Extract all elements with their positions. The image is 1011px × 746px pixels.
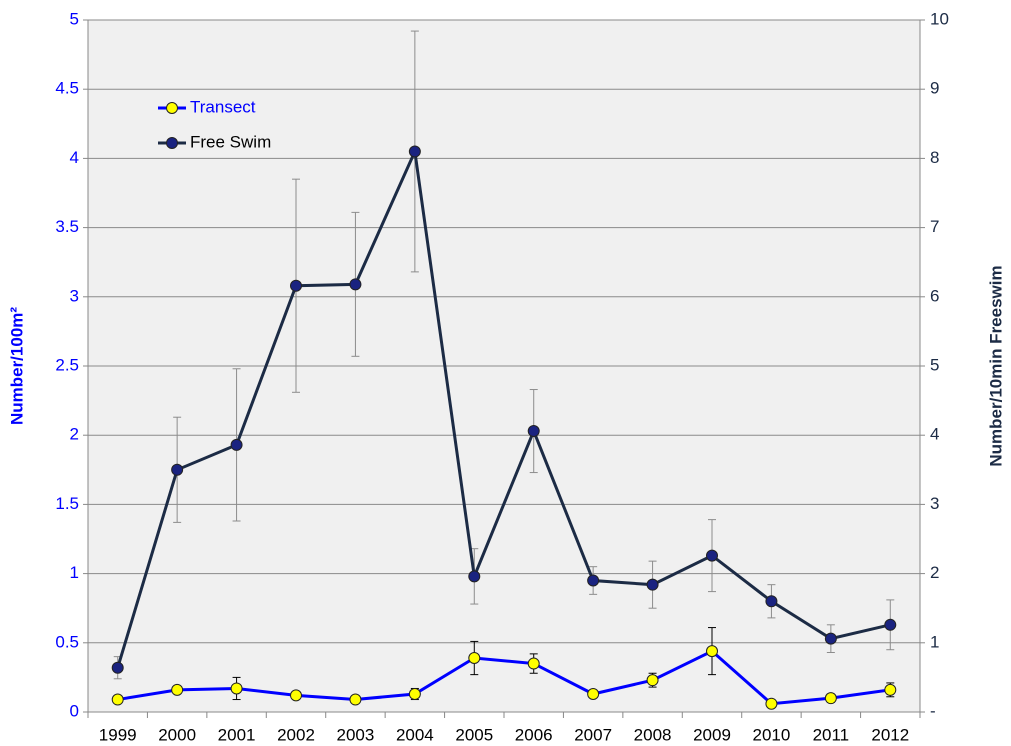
marker — [884, 618, 897, 631]
y2-axis-label: Number/10min Freeswim — [986, 265, 1005, 466]
y2-tick-label: 5 — [930, 355, 939, 374]
marker — [824, 692, 837, 705]
marker — [408, 145, 421, 158]
marker — [230, 438, 243, 451]
y-tick-label: 1.5 — [55, 494, 79, 513]
x-tick-label: 2002 — [277, 725, 315, 744]
marker — [587, 574, 600, 587]
marker — [408, 688, 421, 701]
marker — [349, 693, 362, 706]
x-tick-label: 2007 — [574, 725, 612, 744]
marker — [290, 689, 302, 702]
y-tick-label: 2 — [70, 425, 79, 444]
y2-tick-label: 6 — [930, 286, 939, 305]
y-tick-label: 0 — [70, 701, 79, 720]
marker — [765, 697, 778, 710]
y-tick-label: 3 — [70, 286, 79, 305]
marker — [290, 279, 302, 292]
marker — [111, 693, 124, 706]
y-tick-label: 1 — [70, 563, 79, 582]
y2-tick-label: 4 — [930, 425, 939, 444]
marker — [171, 683, 184, 696]
x-tick-label: 2009 — [693, 725, 731, 744]
y2-tick-label: 7 — [930, 217, 939, 236]
y-tick-label: 5 — [70, 9, 79, 28]
x-tick-label: 2010 — [753, 725, 791, 744]
x-tick-label: 2008 — [634, 725, 672, 744]
y2-tick-label: 2 — [930, 563, 939, 582]
legend-label: Free Swim — [190, 132, 271, 151]
x-tick-label: 2012 — [871, 725, 909, 744]
series-line — [117, 649, 891, 706]
marker — [706, 645, 718, 658]
x-tick-label: 2000 — [158, 725, 196, 744]
marker — [706, 549, 718, 562]
marker — [349, 278, 362, 291]
y-tick-label: 3.5 — [55, 217, 79, 236]
x-tick-label: 1999 — [99, 725, 137, 744]
marker — [230, 682, 243, 695]
marker — [527, 657, 540, 670]
y2-tick-label: - — [930, 701, 936, 720]
y2-tick-label: 3 — [930, 494, 939, 513]
marker — [468, 652, 481, 665]
marker — [824, 632, 837, 645]
marker — [468, 570, 481, 583]
x-tick-label: 2004 — [396, 725, 434, 744]
x-tick-label: 2001 — [218, 725, 256, 744]
y2-tick-label: 10 — [930, 9, 949, 28]
series-line — [116, 146, 891, 669]
y-tick-label: 2.5 — [55, 355, 79, 374]
y-tick-label: 4.5 — [55, 79, 79, 98]
legend-marker — [166, 137, 178, 149]
y-tick-label: 4 — [70, 148, 79, 167]
marker — [527, 425, 540, 438]
marker — [171, 463, 184, 476]
marker — [646, 674, 659, 687]
legend-marker — [166, 102, 178, 114]
x-tick-label: 2006 — [515, 725, 553, 744]
x-tick-label: 2005 — [455, 725, 493, 744]
y2-tick-label: 9 — [930, 79, 939, 98]
y2-tick-label: 8 — [930, 148, 939, 167]
marker — [884, 683, 897, 696]
marker — [765, 595, 778, 608]
y2-tick-label: 1 — [930, 632, 939, 651]
marker — [111, 661, 124, 674]
marker — [646, 578, 659, 591]
x-tick-label: 2011 — [813, 725, 850, 744]
marker — [587, 688, 600, 701]
y-axis-label: Number/100m² — [7, 307, 26, 425]
x-tick-label: 2003 — [337, 725, 375, 744]
legend-label: Transect — [190, 97, 256, 116]
y-tick-label: 0.5 — [55, 632, 79, 651]
